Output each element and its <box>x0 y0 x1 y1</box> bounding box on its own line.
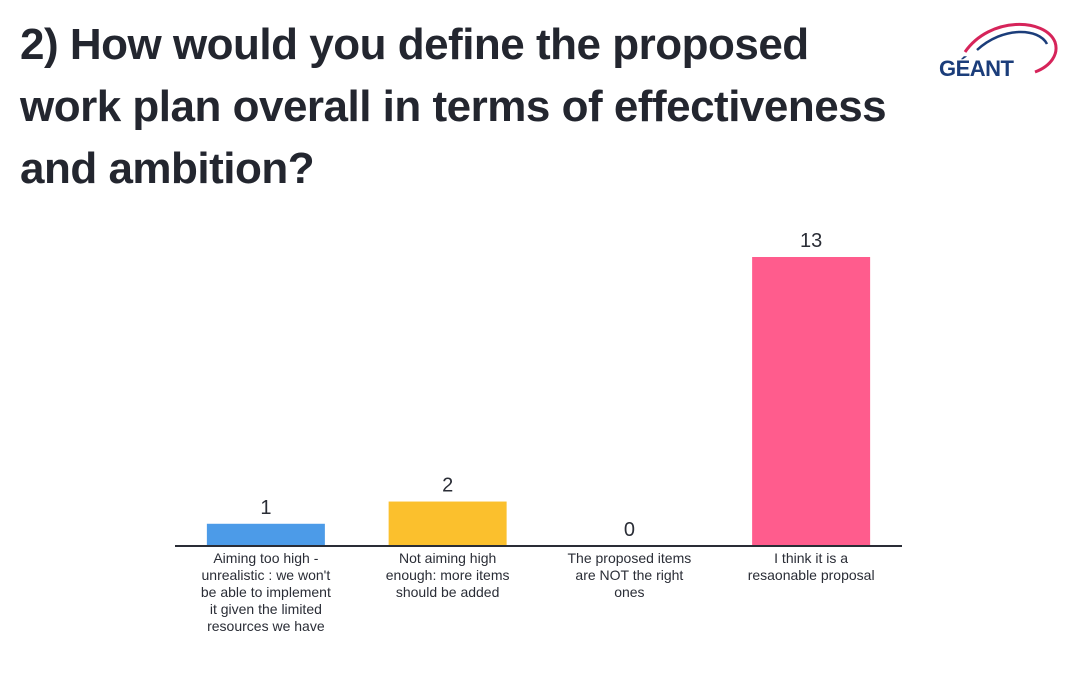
x-tick-label-1: Aiming too high - unrealistic : we won't… <box>200 550 331 634</box>
page-title: 2) How would you define the proposed wor… <box>20 14 920 200</box>
title-line-2: work plan overall in terms of effectiven… <box>20 82 887 131</box>
x-tick-label-2: Not aiming high enough: more items shoul… <box>385 550 510 600</box>
title-line-1: 2) How would you define the proposed <box>20 20 809 69</box>
value-label-4: 13 <box>800 230 822 252</box>
bar-2 <box>388 501 507 546</box>
logo-text: GÉANT <box>939 56 1014 81</box>
value-label-2: 2 <box>442 475 453 497</box>
logo-swoosh-icon <box>963 23 1058 74</box>
value-label-3: 0 <box>624 519 635 541</box>
title-line-3: and ambition? <box>20 144 315 193</box>
value-label-1: 1 <box>260 497 271 519</box>
geant-logo: GÉANT <box>935 20 1060 82</box>
bar-4 <box>752 257 871 546</box>
bar-1 <box>206 523 325 546</box>
x-tick-label-4: I think it is a resaonable proposal <box>747 550 875 583</box>
x-tick-label-3: The proposed items are NOT the right one… <box>567 550 692 600</box>
